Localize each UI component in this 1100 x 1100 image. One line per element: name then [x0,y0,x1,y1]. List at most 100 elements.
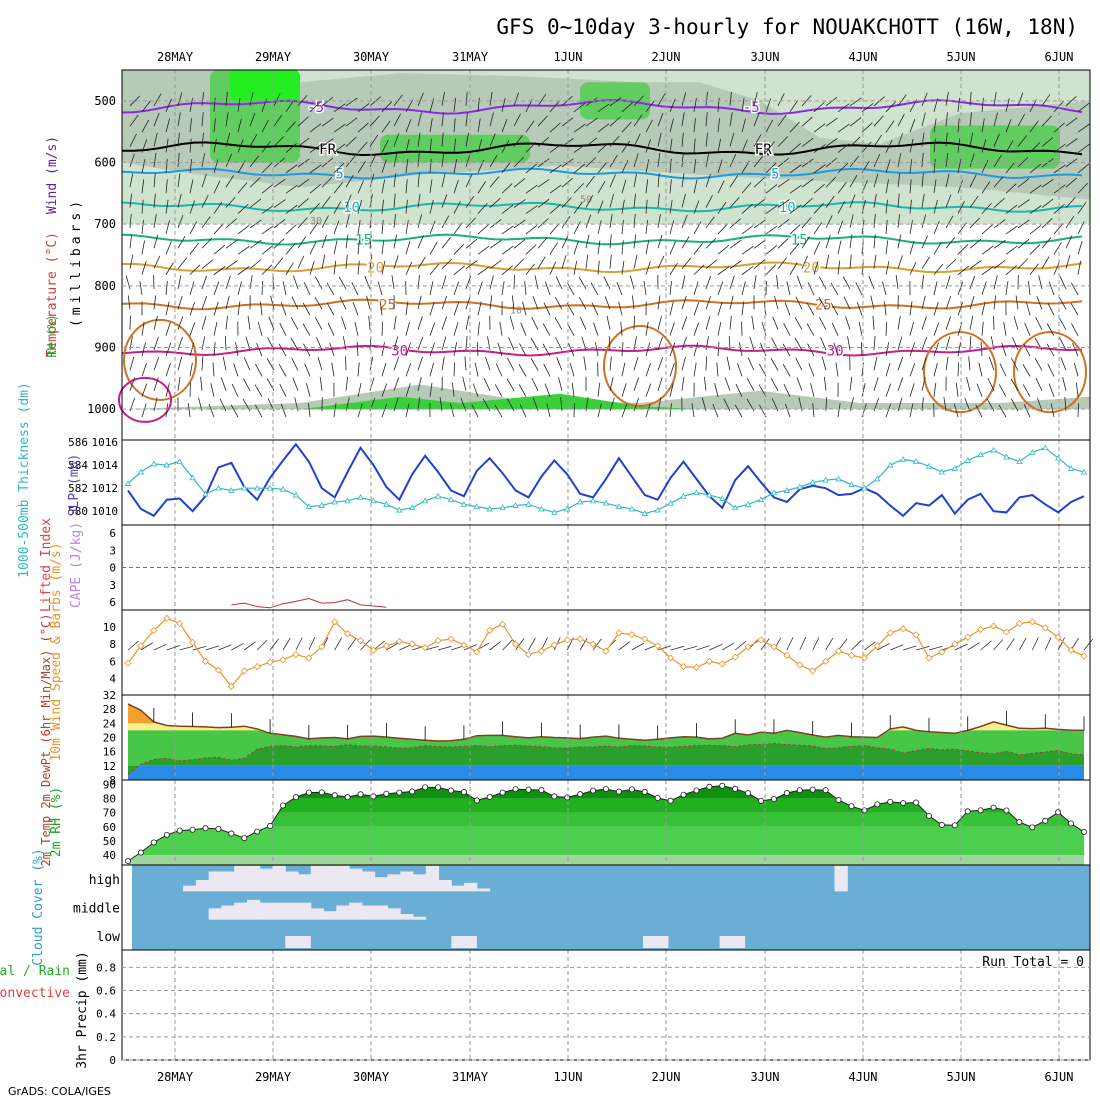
rh-point [745,790,752,797]
wind-barb [177,193,182,208]
wind-barb [555,337,563,351]
wind-barb [801,137,814,147]
rh-point [1003,807,1010,814]
wind-barb [741,203,753,214]
wind-barb [561,216,571,229]
wind-barb [993,112,999,127]
wind-barb [141,321,145,336]
wind-barb [213,223,224,235]
temperature-contour [1013,331,1087,414]
wind-barb [273,93,281,107]
wind-barb [309,261,315,275]
wind-barb [489,641,502,651]
wind-barb [861,122,873,133]
wind-barb [189,242,199,255]
wind-barb [753,155,764,168]
wind-barb [261,225,274,235]
rh-point [758,797,765,804]
wind-barb [1059,276,1067,290]
wind-barb [681,295,687,310]
wind-barb [645,321,649,336]
rh-label: 30 [310,216,322,227]
wind-barb [945,237,956,249]
wind-barb [597,382,601,397]
wind-barb [357,403,363,418]
wind-barb [957,302,964,316]
wind-barb [705,216,715,229]
wind-speed-point [1067,646,1075,654]
wind-barb [345,254,348,269]
wind-barb [696,645,710,651]
wind-barb [681,193,686,208]
wind-barb [897,315,901,330]
wind-barb [333,403,337,418]
wind-barb [213,281,220,296]
wind-barb [597,200,604,214]
wind-barb [645,261,651,275]
wind-barb [291,357,299,371]
wind-barb [429,342,435,357]
thickness-point [318,502,325,508]
rh-point [435,784,442,791]
wind-barb [633,193,636,208]
cloud-cell [234,902,248,920]
wind-barb [609,356,612,371]
thickness-point [344,497,351,504]
wind-barb [165,179,168,194]
wind-barb [393,133,400,147]
thickness-point [279,485,287,492]
wind-barb [705,238,717,249]
wind-barb [141,261,147,275]
axis-label: 2m RH (%) [49,787,64,857]
wind-barb [453,362,456,377]
wind-barb [522,301,527,316]
wind-barb [501,98,506,112]
x-tick-label-top: 5JUN [947,50,976,64]
wind-barb [531,316,539,330]
wind-barb [801,95,812,107]
wind-barb [465,238,477,249]
rh-point [318,789,325,796]
wind-barb [1053,242,1062,255]
wind-barb [125,275,131,290]
wind-barb [1053,143,1066,153]
wind-barb [549,143,562,153]
wind-barb [579,637,588,651]
wind-barb [237,266,250,275]
cloud-cell [221,871,235,892]
wind-barb [225,239,238,249]
rh-mask [128,780,1084,861]
wind-barb [909,118,916,133]
wind-barb [231,642,244,651]
wind-barb [978,362,983,377]
wind-barb [864,641,876,651]
wind-barb [218,644,232,651]
wind-barb [703,376,707,391]
wind-barb [981,181,991,194]
wind-barb [837,181,847,194]
wind-barb [266,358,275,371]
wind-barb [1022,384,1031,397]
wind-barb [201,275,208,290]
wind-barb [477,97,480,112]
wind-barb [753,177,765,188]
rh-point [460,789,467,796]
cloud-cell [438,880,452,892]
wind-barb [1053,164,1066,174]
wind-barb [280,403,287,418]
wind-barb [309,101,321,113]
rh-point [900,800,907,807]
wind-barb [782,343,791,357]
wind-barb [760,638,770,651]
wind-barb [873,234,876,249]
wind-barb [308,637,316,651]
wind-barb [921,193,925,208]
wind-barb [1011,337,1019,351]
rh-point [383,790,390,797]
wind-barb [465,275,472,290]
wind-barb [381,240,385,255]
wind-barb [477,138,483,153]
thickness-point [1029,449,1036,455]
wind-barb [645,100,655,113]
wind-barb [501,161,512,174]
